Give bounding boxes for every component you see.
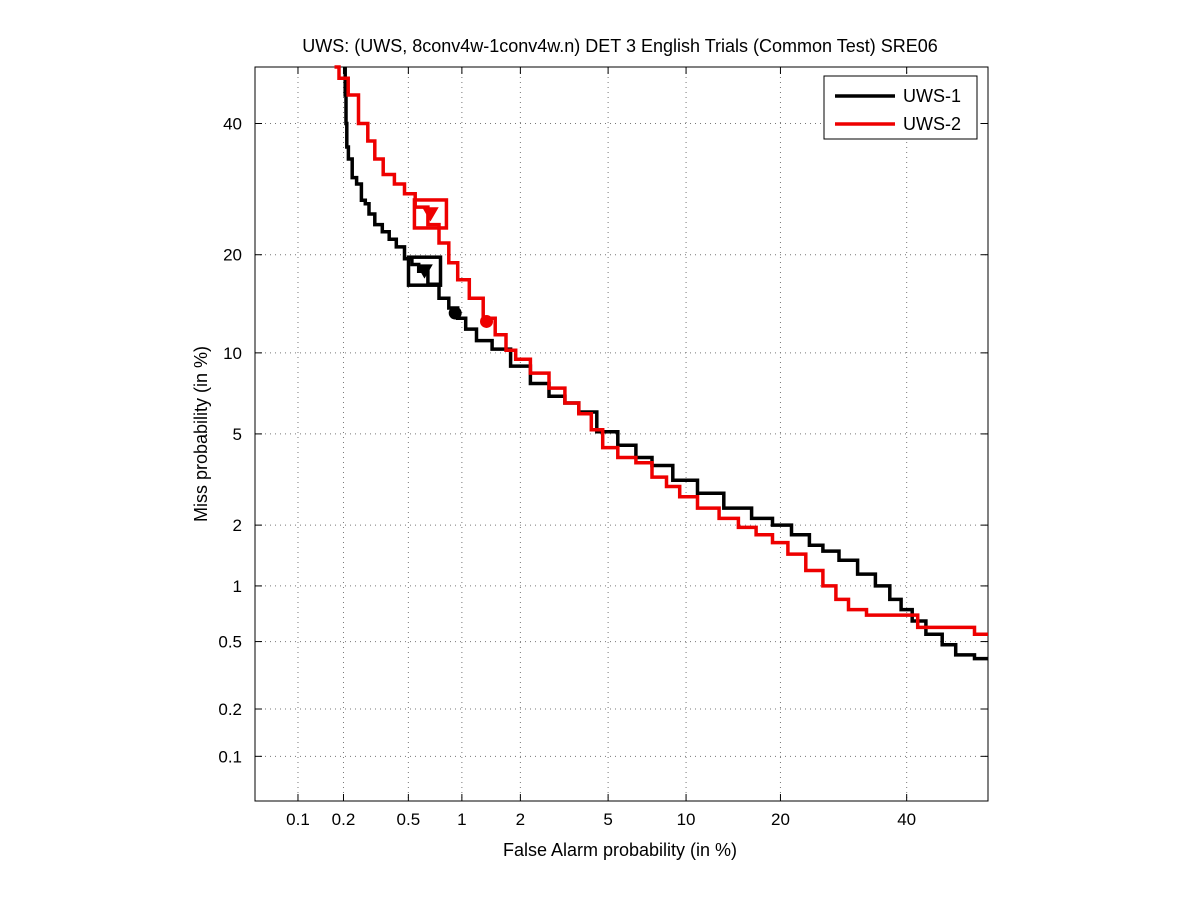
legend-label-uws-2: UWS-2 <box>903 114 961 134</box>
y-axis-ticks: 0.1 0.2 0.5 1 2 5 10 20 40 <box>218 115 988 766</box>
x-tick-label: 2 <box>516 810 525 829</box>
plot-area <box>254 66 989 802</box>
x-tick-label: 1 <box>457 810 466 829</box>
uws-1-circle-marker <box>448 306 462 320</box>
y-tick-label: 10 <box>223 344 242 363</box>
x-tick-label: 10 <box>677 810 696 829</box>
uws-2-square-marker <box>412 198 449 230</box>
legend-label-uws-1: UWS-1 <box>903 86 961 106</box>
y-tick-label: 2 <box>233 516 242 535</box>
uws-2-circle-marker <box>480 314 494 328</box>
uws-1-square-marker <box>406 255 443 287</box>
x-tick-label: 40 <box>897 810 916 829</box>
series-layer <box>334 65 988 661</box>
x-tick-label: 0.5 <box>397 810 421 829</box>
x-tick-label: 5 <box>603 810 612 829</box>
x-tick-label: 0.1 <box>286 810 310 829</box>
x-tick-label: 20 <box>771 810 790 829</box>
y-tick-label: 40 <box>223 115 242 134</box>
y-tick-label: 0.1 <box>218 747 242 766</box>
x-axis-label: False Alarm probability (in %) <box>503 840 737 860</box>
y-tick-label: 5 <box>233 425 242 444</box>
y-tick-label: 1 <box>233 577 242 596</box>
uws-2-triangle-down-marker <box>422 207 439 222</box>
x-axis-ticks: 0.1 0.2 0.5 1 2 5 10 20 40 <box>286 67 916 829</box>
marker-layer <box>406 198 494 328</box>
y-tick-label: 0.5 <box>218 633 242 652</box>
x-tick-label: 0.2 <box>332 810 356 829</box>
uws-1-triangle-down-marker <box>416 264 433 279</box>
legend-box <box>823 75 978 140</box>
series-line-uws-2 <box>334 65 988 636</box>
y-tick-label: 20 <box>223 246 242 265</box>
chart-title: UWS: (UWS, 8conv4w-1conv4w.n) DET 3 Engl… <box>302 36 938 56</box>
y-axis-label: Miss probability (in %) <box>191 346 211 522</box>
y-tick-label: 0.2 <box>218 700 242 719</box>
grid-lines <box>255 67 988 801</box>
series-line-uws-1 <box>343 67 988 661</box>
legend: UWS-1 UWS-2 <box>823 75 978 140</box>
